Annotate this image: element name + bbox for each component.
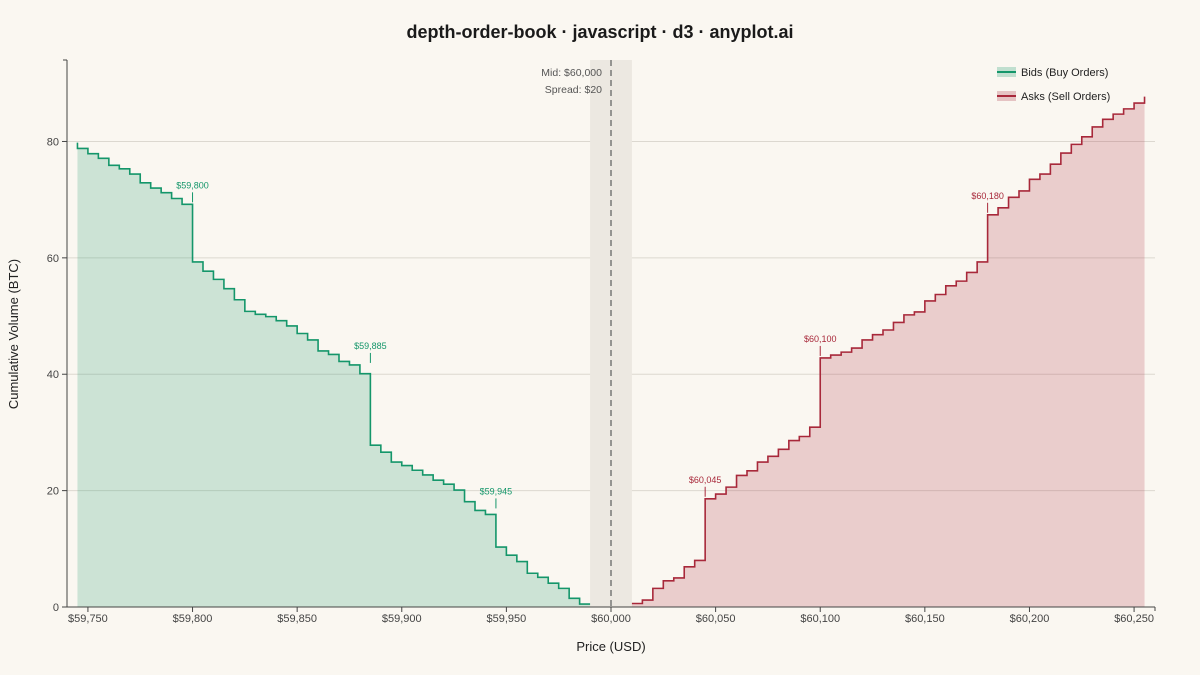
- x-tick-label: $60,200: [1010, 613, 1050, 625]
- ask-area: [631, 96, 1145, 607]
- ask-line: [631, 96, 1146, 605]
- y-tick-label: 0: [53, 602, 59, 614]
- x-tick-label: $59,850: [277, 613, 317, 625]
- wall-annotation: $59,800: [176, 180, 209, 190]
- wall-annotation: $60,045: [689, 475, 722, 485]
- x-axis-label: Price (USD): [576, 639, 645, 654]
- y-axis-label: Cumulative Volume (BTC): [6, 259, 21, 409]
- wall-annotation: $60,100: [804, 334, 837, 344]
- plot-area: Mid: $60,000 Spread: $20 $59,800 $59,885 $59…: [47, 59, 1156, 625]
- y-tick-label: 40: [47, 369, 59, 381]
- y-tick-label: 20: [47, 486, 59, 498]
- legend-label: Asks (Sell Orders): [1021, 91, 1110, 103]
- spread-label: Spread: $20: [545, 84, 602, 96]
- y-tick-label: 60: [47, 253, 59, 265]
- chart-title: depth-order-book · javascript · d3 · any…: [406, 22, 793, 42]
- bid-line: [76, 142, 591, 605]
- bid-area: [77, 142, 591, 608]
- x-tick-label: $59,950: [487, 613, 527, 625]
- wall-annotation: $59,885: [354, 341, 387, 351]
- y-tick-label: 80: [47, 136, 59, 148]
- wall-annotation: $59,945: [480, 486, 513, 496]
- x-tick-label: $59,900: [382, 613, 422, 625]
- x-tick-label: $60,150: [905, 613, 945, 625]
- wall-annotation: $60,180: [971, 191, 1004, 201]
- x-tick-label: $60,000: [591, 613, 631, 625]
- x-tick-label: $60,050: [696, 613, 736, 625]
- x-tick-label: $59,800: [173, 613, 213, 625]
- legend-label: Bids (Buy Orders): [1021, 67, 1108, 79]
- legend: Bids (Buy Orders) Asks (Sell Orders): [997, 67, 1110, 103]
- x-tick-label: $60,100: [800, 613, 840, 625]
- mid-price-label: Mid: $60,000: [541, 67, 602, 79]
- x-tick-label: $59,750: [68, 613, 108, 625]
- x-tick-label: $60,250: [1114, 613, 1154, 625]
